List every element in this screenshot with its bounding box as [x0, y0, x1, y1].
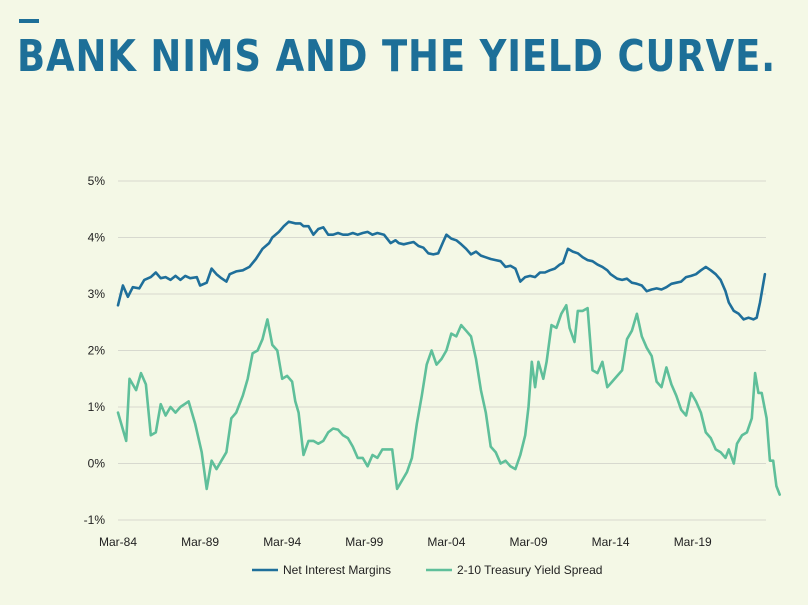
y-tick-label: 2%: [88, 344, 106, 358]
legend-item-net-interest-margins: Net Interest Margins: [252, 563, 391, 577]
legend-label: 2-10 Treasury Yield Spread: [457, 563, 602, 577]
legend-item-treasury-yield-spread: 2-10 Treasury Yield Spread: [426, 563, 602, 577]
x-tick-label: Mar-09: [509, 535, 547, 549]
y-tick-label: 1%: [88, 400, 106, 414]
x-tick-label: Mar-19: [674, 535, 712, 549]
y-tick-label: 0%: [88, 457, 106, 471]
title-accent-bar: [19, 19, 39, 23]
y-tick-label: 4%: [88, 231, 106, 245]
series-lines: [116, 220, 781, 496]
y-tick-labels: -1% 0% 1% 2% 3% 4% 5%: [84, 174, 106, 527]
net-interest-margins-line: [116, 220, 767, 321]
x-tick-label: Mar-94: [263, 535, 301, 549]
x-tick-label: Mar-84: [99, 535, 137, 549]
x-tick-label: Mar-04: [427, 535, 465, 549]
page-title: BANK NIMS AND THE YIELD CURVE.: [17, 31, 777, 82]
legend-label: Net Interest Margins: [283, 563, 391, 577]
y-tick-label: 3%: [88, 287, 106, 301]
legend: Net Interest Margins 2-10 Treasury Yield …: [252, 563, 602, 577]
x-tick-labels: Mar-84 Mar-89 Mar-94 Mar-99 Mar-04 Mar-09 Mar-…: [99, 535, 712, 549]
y-tick-label: 5%: [88, 174, 106, 188]
x-tick-label: Mar-89: [181, 535, 219, 549]
y-tick-label: -1%: [84, 513, 106, 527]
grid-lines: [118, 180, 766, 521]
treasury-yield-spread-line: [116, 304, 781, 496]
x-tick-label: Mar-99: [345, 535, 383, 549]
x-tick-label: Mar-14: [592, 535, 630, 549]
